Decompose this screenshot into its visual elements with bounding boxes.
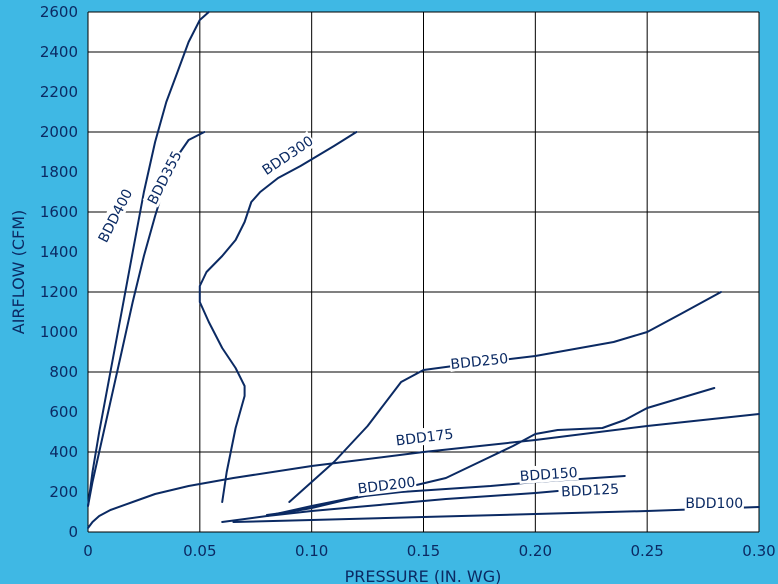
x-tick-label-3: 0.15 xyxy=(407,542,440,560)
x-tick-label-0: 0 xyxy=(83,542,93,560)
y-tick-label-8: 1600 xyxy=(40,203,78,221)
y-tick-label-5: 1000 xyxy=(40,323,78,341)
series-label-bg-bdd250 xyxy=(448,348,510,373)
x-axis-title: PRESSURE (IN. WG) xyxy=(345,567,502,584)
series-label-bg-bdd150 xyxy=(518,462,579,485)
y-tick-label-12: 2400 xyxy=(40,43,78,61)
y-tick-label-6: 1200 xyxy=(40,283,78,301)
y-tick-label-7: 1400 xyxy=(40,243,78,261)
series-label-group-bdd150: BDD150 xyxy=(518,462,579,485)
series-line-bdd200 xyxy=(265,387,716,516)
series-label-bdd150: BDD150 xyxy=(519,465,578,485)
series-label-bg-bdd300 xyxy=(258,131,317,179)
series-label-bdd175: BDD175 xyxy=(395,427,454,450)
x-axis-ticks: 0 0.05 0.10 0.15 0.20 0.25 0.30 xyxy=(83,542,775,560)
y-tick-label-9: 1800 xyxy=(40,163,78,181)
series-label-bdd100: BDD100 xyxy=(685,496,743,512)
x-tick-label-6: 0.30 xyxy=(742,542,775,560)
y-axis-title: AIRFLOW (CFM) xyxy=(9,210,28,335)
y-tick-label-3: 600 xyxy=(49,403,78,421)
y-tick-label-10: 2000 xyxy=(40,123,78,141)
series-label-group-bdd125: BDD125 xyxy=(560,479,621,501)
series-label-group-bdd250: BDD250 xyxy=(448,348,510,373)
series-label-bdd125: BDD125 xyxy=(561,481,620,500)
x-tick-label-5: 0.25 xyxy=(630,542,663,560)
y-tick-label-2: 400 xyxy=(49,443,78,461)
y-tick-label-11: 2200 xyxy=(40,83,78,101)
series-label-group-bdd100: BDD100 xyxy=(684,494,744,512)
y-tick-label-13: 2600 xyxy=(40,3,78,21)
series-line-bdd300 xyxy=(198,131,358,503)
grid xyxy=(87,11,760,533)
y-tick-label-4: 800 xyxy=(49,363,78,381)
series-line-bdd400 xyxy=(87,11,210,507)
y-tick-label-1: 200 xyxy=(49,483,78,501)
series-line-bdd175 xyxy=(87,413,760,529)
series-label-bg-bdd175 xyxy=(394,424,455,449)
series-label-bg-bdd100 xyxy=(684,494,744,511)
series-label-group-bdd200: BDD200 xyxy=(355,472,417,498)
y-axis-ticks: 0 200 400 600 800 1000 1200 1400 1600 1800 2000 220… xyxy=(40,3,78,541)
x-tick-label-2: 0.10 xyxy=(295,542,328,560)
series-label-group-bdd175: BDD175 xyxy=(394,424,455,449)
x-tick-label-4: 0.20 xyxy=(519,542,552,560)
series-label-bg-bdd125 xyxy=(560,479,621,500)
series-label-bg-bdd355 xyxy=(142,147,185,208)
series-label-bg-bdd200 xyxy=(355,472,417,497)
series-label-bg-bdd400 xyxy=(93,185,136,246)
series-line-bdd100 xyxy=(232,506,760,523)
x-tick-label-1: 0.05 xyxy=(183,542,216,560)
series-line-bdd125 xyxy=(221,490,559,523)
series-label-bdd200: BDD200 xyxy=(357,475,416,498)
series-label-bdd250: BDD250 xyxy=(450,351,509,373)
y-tick-label-0: 0 xyxy=(68,523,78,541)
